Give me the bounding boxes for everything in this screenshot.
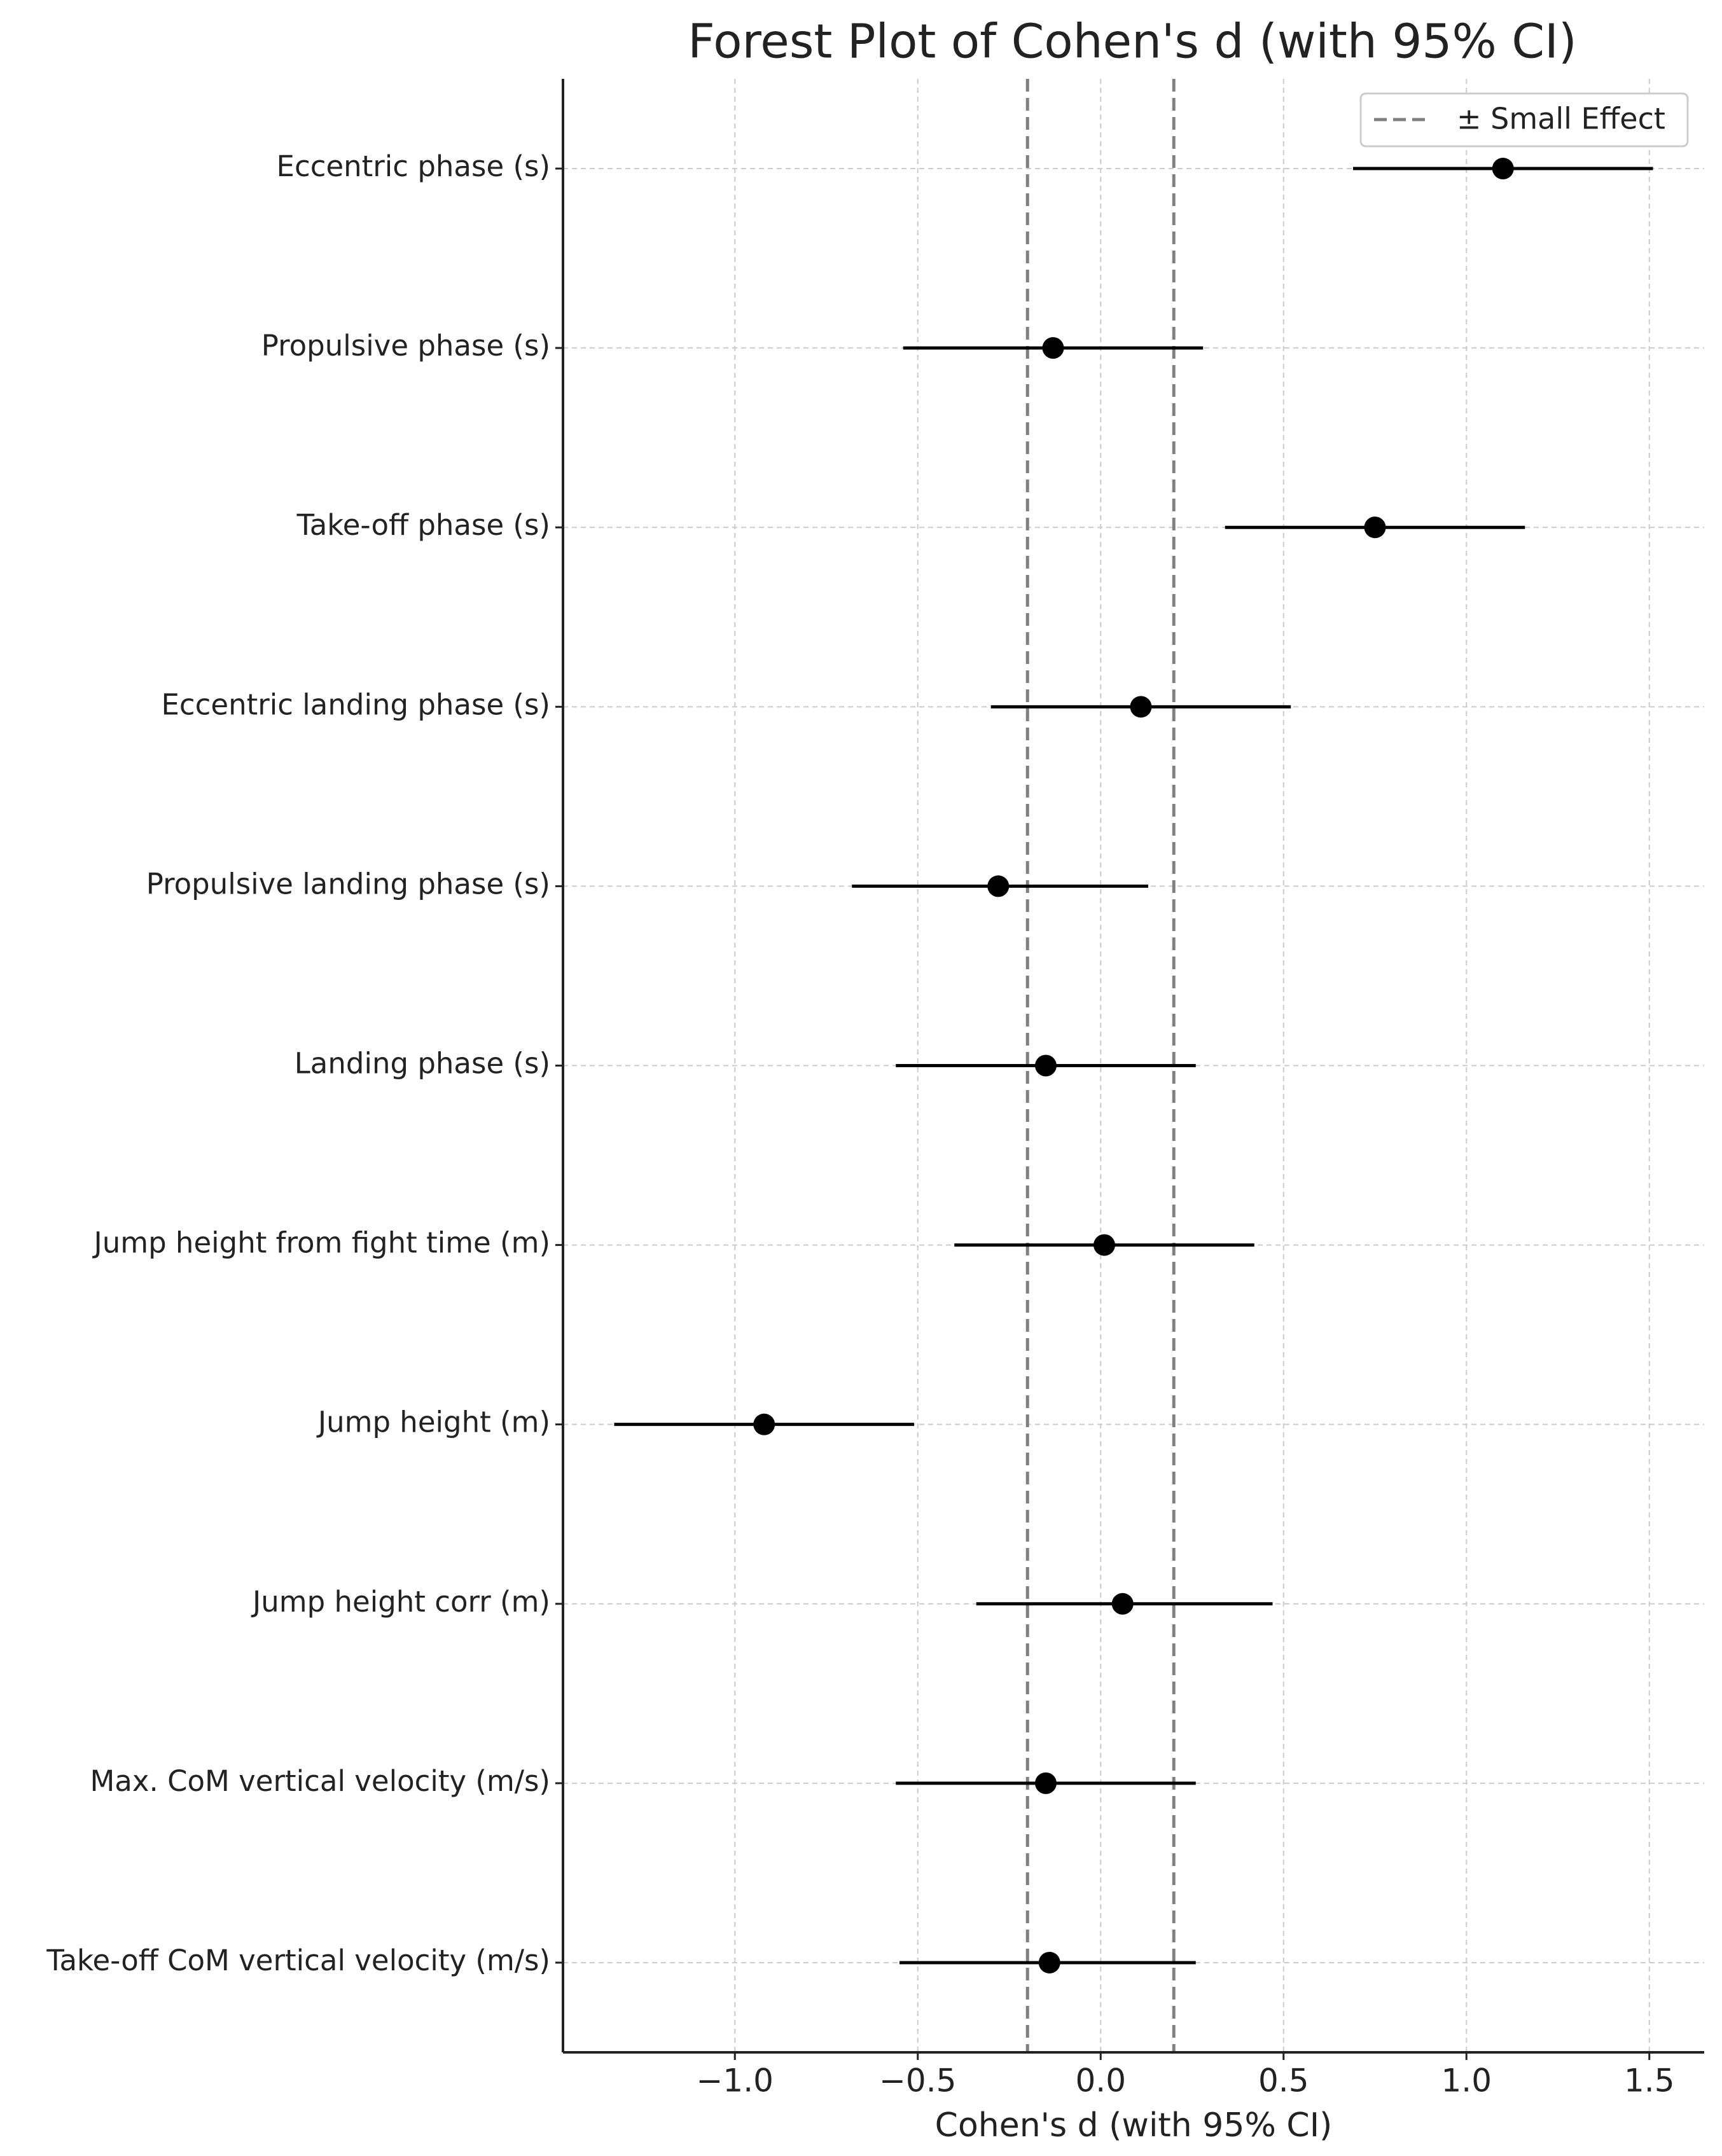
chart-title: Forest Plot of Cohen's d (with 95% CI): [688, 15, 1576, 69]
y-tick-label: Landing phase (s): [295, 1047, 550, 1081]
point: [1042, 337, 1064, 359]
point: [987, 875, 1010, 897]
legend-label: ± Small Effect: [1457, 102, 1665, 136]
y-tick-label: Take-off CoM vertical velocity (m/s): [46, 1944, 550, 1977]
y-tick-label: Propulsive landing phase (s): [146, 867, 550, 901]
point: [1035, 1054, 1057, 1077]
y-tick-label: Jump height corr (m): [251, 1585, 550, 1619]
x-tick-label: 1.0: [1441, 2063, 1492, 2099]
x-tick-label: 0.5: [1258, 2063, 1309, 2099]
y-tick-label: Max. CoM vertical velocity (m/s): [90, 1764, 550, 1798]
y-tick-label: Jump height (m): [316, 1406, 550, 1439]
point: [1038, 1951, 1060, 1973]
point: [1094, 1234, 1115, 1256]
x-tick-label: 0.0: [1075, 2063, 1126, 2099]
x-tick-label: −1.0: [697, 2063, 774, 2099]
x-tick-label: 1.5: [1624, 2063, 1675, 2099]
point: [1035, 1772, 1057, 1794]
y-tick-label: Eccentric phase (s): [277, 149, 550, 183]
y-tick-label: Jump height from fight time (m): [92, 1226, 550, 1260]
y-tick-label: Take-off phase (s): [296, 508, 550, 542]
point: [1364, 516, 1386, 539]
y-tick-label: Eccentric landing phase (s): [161, 688, 550, 721]
y-tick-label: Propulsive phase (s): [261, 329, 550, 363]
x-tick-label: −0.5: [879, 2063, 956, 2099]
point: [1111, 1593, 1134, 1615]
point: [1492, 158, 1514, 180]
point: [1130, 696, 1152, 718]
x-axis-label: Cohen's d (with 95% CI): [935, 2106, 1333, 2145]
legend-box: [1359, 92, 1689, 148]
point: [753, 1413, 775, 1435]
